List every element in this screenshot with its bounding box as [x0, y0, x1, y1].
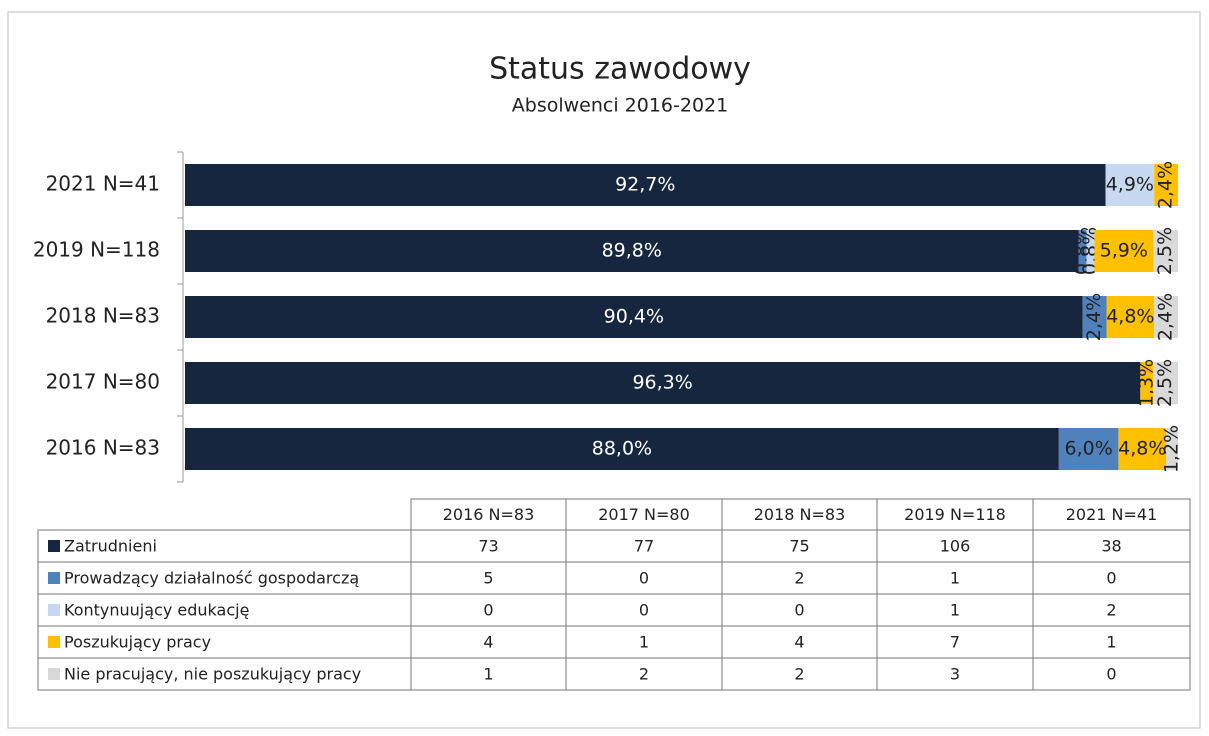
category-label: 2019 N=118	[33, 238, 160, 262]
bar-segment	[1094, 230, 1154, 272]
table-cell: 1	[1106, 633, 1116, 652]
legend-key	[48, 604, 60, 616]
table-cell: 2	[1106, 601, 1116, 620]
table-header: 2016 N=83	[443, 505, 535, 524]
table-cell: 1	[639, 633, 649, 652]
legend-label: Nie pracujący, nie poszukujący pracy	[64, 665, 361, 684]
bar-segment	[185, 230, 1079, 272]
legend-label: Prowadzący działalność gospodarczą	[64, 569, 359, 588]
table-cell: 7	[950, 633, 960, 652]
legend-key	[48, 636, 60, 648]
category-label: 2018 N=83	[46, 304, 160, 328]
category-label: 2016 N=83	[46, 436, 160, 460]
bar-segment	[1086, 230, 1095, 272]
table-cell: 2	[639, 665, 649, 684]
legend-key	[48, 572, 60, 584]
table-cell: 0	[639, 601, 649, 620]
table-cell: 77	[634, 537, 654, 556]
category-label: 2021 N=41	[46, 172, 160, 196]
table-cell: 0	[794, 601, 804, 620]
data-label: 4,8%	[1106, 306, 1154, 328]
bar-segment	[185, 362, 1141, 404]
data-label: 92,7%	[615, 174, 675, 196]
data-label: 2,4%	[1155, 293, 1177, 341]
data-label: 2,4%	[1155, 161, 1177, 209]
category-label: 2017 N=80	[46, 370, 160, 394]
table-cell: 0	[1106, 665, 1116, 684]
legend-key	[48, 668, 60, 680]
bar-segment	[1140, 362, 1154, 404]
data-label: 4,8%	[1118, 438, 1166, 460]
table-header: 2021 N=41	[1066, 505, 1158, 524]
bar-segment	[1106, 296, 1155, 338]
legend-key	[48, 540, 60, 552]
table-cell: 73	[478, 537, 498, 556]
bar-segment	[1153, 362, 1178, 404]
legend-label: Zatrudnieni	[64, 537, 157, 556]
table-cell: 38	[1101, 537, 1121, 556]
chart-title: Status zawodowy	[489, 52, 751, 87]
table-cell: 0	[639, 569, 649, 588]
bar-segment	[1154, 296, 1178, 338]
data-label: 88,0%	[592, 438, 652, 460]
bar-segment	[1078, 230, 1087, 272]
data-label: 90,4%	[604, 306, 664, 328]
table-cell: 106	[940, 537, 971, 556]
table-cell: 4	[794, 633, 804, 652]
bar-segment	[1153, 230, 1178, 272]
data-label: 1,2%	[1161, 425, 1183, 473]
bar-segment	[185, 164, 1106, 206]
bar-segment	[185, 296, 1083, 338]
table-cell: 75	[789, 537, 809, 556]
data-label: 2,5%	[1154, 227, 1176, 275]
table-cell: 2	[794, 569, 804, 588]
data-label: 5,9%	[1100, 240, 1148, 262]
bar-segment	[1058, 428, 1119, 470]
data-label: 6,0%	[1064, 438, 1112, 460]
data-label: 4,9%	[1106, 174, 1154, 196]
bar-segment	[1105, 164, 1155, 206]
data-label: 96,3%	[632, 372, 692, 394]
bar-segment	[1082, 296, 1107, 338]
bar-segment	[1118, 428, 1167, 470]
chart-subtitle: Absolwenci 2016-2021	[512, 95, 728, 117]
table-cell: 1	[483, 665, 493, 684]
data-label: 89,8%	[602, 240, 662, 262]
table-cell: 1	[950, 601, 960, 620]
table-header: 2019 N=118	[904, 505, 1006, 524]
legend-label: Kontynuujący edukację	[64, 601, 249, 620]
table-header: 2018 N=83	[754, 505, 846, 524]
table-cell: 2	[794, 665, 804, 684]
bar-segment	[1166, 428, 1178, 470]
table-cell: 3	[950, 665, 960, 684]
bar-segment	[1154, 164, 1178, 206]
table-header: 2017 N=80	[598, 505, 690, 524]
table-cell: 0	[483, 601, 493, 620]
data-label: 1,3%	[1135, 359, 1157, 407]
chart-frame	[7, 11, 1201, 729]
table-cell: 5	[483, 569, 493, 588]
legend-label: Poszukujący pracy	[64, 633, 211, 652]
table-cell: 0	[1106, 569, 1116, 588]
table-cell: 1	[950, 569, 960, 588]
data-label: 2,4%	[1083, 293, 1105, 341]
table-cell: 4	[483, 633, 493, 652]
bar-segment	[185, 428, 1059, 470]
data-label: 2,5%	[1154, 359, 1176, 407]
